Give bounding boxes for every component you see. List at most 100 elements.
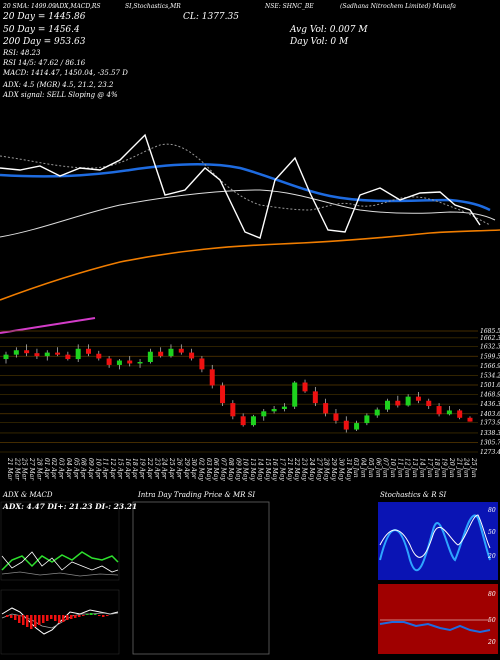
- candle-body: [354, 423, 360, 430]
- macd-histogram-bar: [22, 615, 25, 625]
- stochastics-panel: [378, 502, 498, 580]
- date-tick-label: 18 Jun: [433, 458, 440, 478]
- date-tick-label: 29 May: [330, 457, 337, 481]
- header-company: (Sadhana Nitrochem Limited) Munafa: [340, 3, 456, 10]
- date-tick-label: 12 Jun: [404, 458, 411, 478]
- date-tick-label: 25 Mar: [21, 457, 28, 481]
- macd-histogram-bar: [106, 615, 109, 616]
- price-tick-label: 1632.39: [480, 344, 500, 351]
- candle-body: [158, 351, 164, 357]
- date-tick-label: 10 Apr: [94, 458, 101, 480]
- date-tick-label: 27 Mar: [28, 457, 35, 481]
- date-tick-label: 09 May: [234, 458, 241, 481]
- date-tick-label: 15 Apr: [116, 458, 123, 480]
- sma20-text: 20 Day = 1445.86: [3, 12, 86, 22]
- candle-body: [405, 396, 411, 406]
- date-tick-label: 04 Jun: [360, 458, 367, 478]
- date-tick-label: 05 Jun: [367, 458, 374, 478]
- candle-body: [302, 382, 308, 392]
- candle-body: [127, 360, 133, 364]
- macd-histogram-bar: [50, 615, 53, 619]
- date-tick-label: 23 May: [301, 457, 308, 481]
- candle-body: [3, 354, 9, 360]
- date-tick-label: 16 May: [271, 458, 278, 481]
- price-tick-label: 1403.63: [480, 411, 500, 418]
- candle-body: [364, 415, 370, 424]
- candle-body: [250, 416, 256, 426]
- date-tick-label: 24 May: [308, 457, 315, 481]
- price-line: [0, 133, 481, 239]
- macd-histogram-bar: [98, 615, 101, 616]
- candle-body: [65, 354, 71, 360]
- price-tick-label: 1566.90: [480, 363, 500, 370]
- candle-body: [312, 391, 318, 404]
- date-tick-label: 02 Apr: [50, 458, 57, 480]
- date-tick-label: 14 Jun: [418, 458, 425, 478]
- price-tick-label: 1685.54: [480, 328, 500, 335]
- candle-body: [426, 400, 432, 407]
- macd-histogram-bar: [66, 615, 69, 620]
- candle-body: [446, 410, 452, 415]
- date-tick-label: 13 May: [249, 458, 256, 481]
- date-tick-label: 19 Jun: [441, 458, 448, 478]
- candle-body: [385, 400, 391, 410]
- candle-body: [55, 352, 61, 355]
- macd-histogram-bar: [58, 615, 61, 623]
- date-tick-label: 05 Apr: [72, 458, 79, 480]
- macd-histogram-bar: [86, 614, 89, 615]
- date-tick-label: 31 May: [345, 458, 352, 481]
- candle-body: [240, 416, 246, 426]
- price-tick-label: 1662.39: [480, 335, 500, 342]
- date-tick-label: 20 Jun: [448, 457, 455, 478]
- macd-histogram-bar: [62, 615, 65, 622]
- candle-body: [457, 410, 463, 418]
- date-tick-label: 25 Apr: [168, 457, 175, 480]
- candle-body: [116, 360, 122, 365]
- date-tick-label: 11 Jun: [396, 458, 403, 478]
- date-tick-label: 30 May: [337, 458, 344, 481]
- macd-histogram-bar: [78, 615, 81, 617]
- intraday-title: Intra Day Trading Price & MR SI: [138, 491, 256, 499]
- candle-body: [281, 406, 287, 409]
- header-stoch-label: SI,Stochastics,MR: [125, 3, 181, 10]
- adx-macd-title: ADX & MACD: [3, 491, 53, 499]
- candle-body: [147, 351, 153, 362]
- rsi145-text: RSI 14/5: 47.62 / 86.16: [3, 59, 86, 67]
- candle-body: [75, 348, 81, 360]
- date-tick-label: 21 Jun: [455, 457, 462, 478]
- candle-body: [209, 369, 215, 386]
- candle-body: [436, 406, 442, 415]
- adx-di-plus-line: [1, 551, 119, 571]
- candle-body: [168, 348, 174, 357]
- macd-histogram-bar: [34, 615, 37, 627]
- candle-body: [178, 348, 184, 353]
- date-tick-label: 27 May: [315, 457, 322, 481]
- candle-body: [415, 396, 421, 401]
- macd-text: MACD: 1414.47, 1450.04, -35.57 D: [3, 69, 128, 77]
- adx-line: [1, 571, 119, 577]
- date-tick-label: 03 Jun: [352, 458, 359, 478]
- header-charts-label: ADX,MACD,RS: [55, 3, 101, 10]
- adx-values: ADX: 4.47 DI+: 21.23 DI-: 23.21: [3, 502, 138, 511]
- date-tick-label: 10 Jun: [389, 458, 396, 478]
- sma200-text: 200 Day = 953.63: [3, 37, 86, 47]
- candle-body: [189, 352, 195, 359]
- price-tick-label: 1338.36: [480, 430, 500, 437]
- macd-histogram-bar: [14, 615, 17, 620]
- candle-body: [230, 403, 236, 417]
- date-tick-label: 04 Apr: [65, 458, 72, 480]
- candle-body: [271, 408, 277, 412]
- svg-text:20: 20: [487, 639, 496, 646]
- stoch-d-line: [379, 514, 491, 558]
- macd-histogram-bar: [26, 615, 29, 627]
- date-tick-label: 21 Mar: [6, 457, 13, 481]
- macd-histogram-bar: [54, 615, 57, 621]
- macd-histogram-bar: [42, 615, 45, 623]
- date-tick-label: 25 Jun: [470, 457, 477, 478]
- date-tick-label: 26 Apr: [175, 457, 182, 480]
- candle-body: [24, 350, 30, 354]
- date-tick-label: 22 Mar: [13, 457, 20, 481]
- date-tick-label: 11 Apr: [102, 458, 109, 480]
- date-tick-label: 17 May: [279, 458, 286, 481]
- date-tick-label: 22 May: [293, 457, 300, 481]
